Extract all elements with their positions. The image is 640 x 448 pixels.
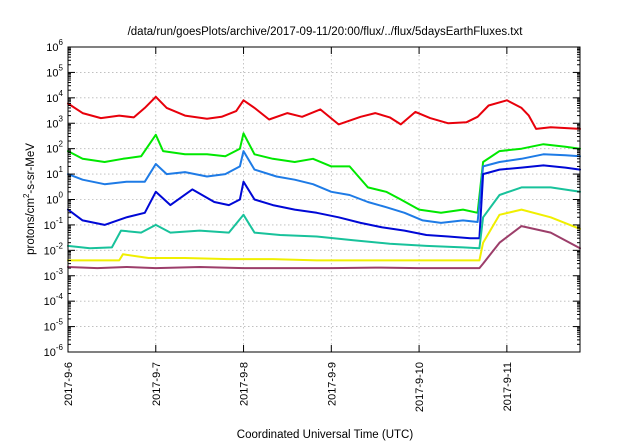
y-axis-label-superscript: 2	[22, 193, 31, 198]
x-tick-label: 2017-9-6	[63, 362, 75, 406]
y-tick-label: 106	[46, 38, 63, 54]
x-tick-label: 2017-9-9	[326, 362, 338, 406]
y-tick-labels: 10-6 10-5 10-4 10-3 10-2 10-1 100 101 102 103 104 1…	[44, 38, 64, 359]
y-axis-label-units: -s-sr-MeV	[25, 143, 37, 194]
x-tick-label: 2017-9-11	[502, 362, 514, 411]
y-tick-label: 10-5	[44, 318, 64, 334]
x-tick-label: 2017-9-8	[239, 362, 251, 406]
y-tick-label: 103	[46, 114, 63, 130]
y-tick-label: 105	[46, 63, 63, 79]
series-line-3	[67, 150, 581, 224]
series-line-4	[67, 164, 581, 240]
y-tick-label: 10-2	[44, 241, 64, 257]
y-tick-label: 100	[46, 191, 63, 207]
y-tick-label: 10-6	[44, 343, 64, 359]
series-line-2	[67, 132, 581, 214]
y-tick-label: 10-1	[44, 216, 64, 232]
series-line-1	[67, 95, 581, 130]
axis-ticks	[67, 46, 580, 353]
x-axis-label: Coordinated Universal Time (UTC)	[237, 429, 414, 441]
y-axis-label: protons/cm2-s-sr-MeV	[22, 143, 37, 255]
x-tick-label: 2017-9-10	[414, 362, 426, 412]
series-line-5	[67, 186, 581, 250]
grid	[68, 47, 580, 352]
y-tick-label: 10-3	[44, 267, 64, 283]
series-line-7	[67, 225, 581, 270]
series-line-6	[67, 208, 581, 262]
y-tick-label: 101	[46, 165, 63, 181]
y-tick-label: 104	[46, 89, 63, 105]
chart-title: /data/run/goesPlots/archive/2017-09-11/2…	[128, 26, 524, 38]
x-tick-label: 2017-9-7	[151, 362, 163, 406]
x-tick-labels: 2017-9-6 2017-9-7 2017-9-8 2017-9-9 2017-9-1…	[63, 362, 514, 412]
y-axis-label-main: protons/cm	[25, 198, 37, 255]
series-layer	[67, 95, 581, 270]
y-tick-label: 102	[46, 140, 63, 156]
y-tick-label: 10-4	[44, 292, 64, 308]
